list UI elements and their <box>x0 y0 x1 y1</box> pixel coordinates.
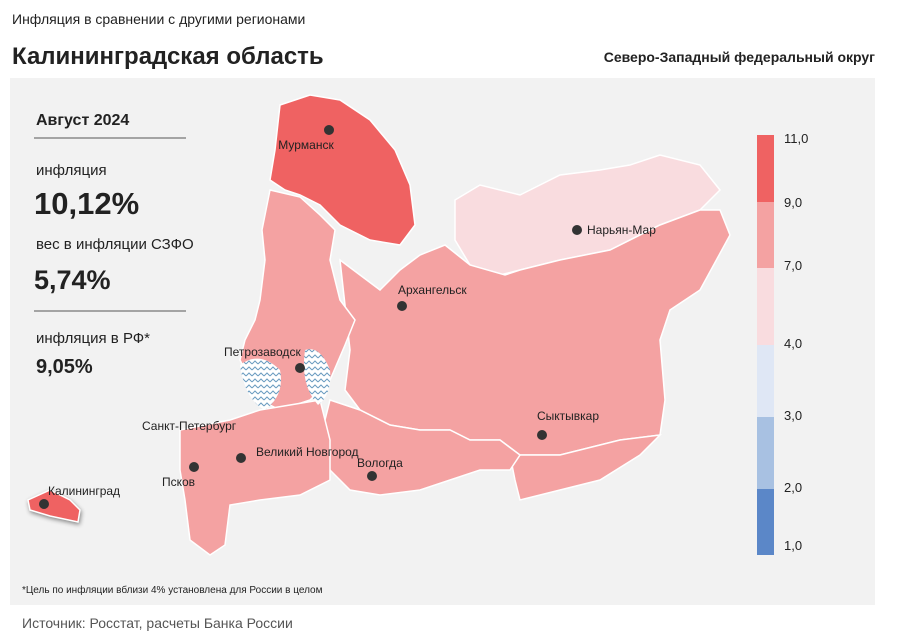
region <box>179 399 331 556</box>
city-label: Архангельск <box>398 283 467 297</box>
legend-swatch <box>757 489 774 555</box>
legend: 11,0 9,0 7,0 4,0 3,0 2,0 1,0 <box>757 131 808 555</box>
legend-swatch <box>757 135 774 202</box>
period: Август 2024 <box>36 112 129 129</box>
value: 10,12% <box>34 186 139 221</box>
city-dot <box>236 453 246 463</box>
source: Источник: Росстат, расчеты Банка России <box>22 615 293 631</box>
city-dot <box>397 301 407 311</box>
legend-label: 11,0 <box>784 131 808 146</box>
city-label: Псков <box>162 475 195 489</box>
legend-swatch <box>757 345 774 417</box>
legend-swatch <box>757 202 774 268</box>
label: инфляция <box>36 162 107 179</box>
legend-label: 3,0 <box>784 408 802 423</box>
footnote: *Цель по инфляции вблизи 4% установлена … <box>22 584 323 596</box>
city-dot <box>189 462 199 472</box>
info-panel: Август 2024 инфляция 10,12% вес в инфляц… <box>34 112 194 378</box>
legend-swatch <box>757 417 774 489</box>
legend-label: 2,0 <box>784 480 802 495</box>
region <box>27 489 81 523</box>
city-dot <box>367 471 377 481</box>
region <box>269 94 416 246</box>
title: Калининградская область <box>12 43 324 70</box>
city-dot <box>537 430 547 440</box>
city-label: Великий Новгород <box>256 445 359 459</box>
city-dot <box>295 363 305 373</box>
legend-label: 4,0 <box>784 336 802 351</box>
subtitle: Инфляция в сравнении с другими регионами <box>12 11 305 27</box>
city-label: Петрозаводск <box>224 345 301 359</box>
legend-label: 7,0 <box>784 258 802 273</box>
city-dot <box>324 125 334 135</box>
label: вес в инфляции СЗФО <box>36 236 194 253</box>
city-label: Сыктывкар <box>537 409 599 423</box>
legend-label: 1,0 <box>784 538 802 553</box>
city-dot <box>39 499 49 509</box>
region <box>509 433 663 501</box>
legend-label: 9,0 <box>784 195 802 210</box>
district: Северо-Западный федеральный округ <box>604 49 875 65</box>
label: инфляция в РФ* <box>36 330 150 347</box>
city-label: Вологда <box>357 456 403 470</box>
city-label: Калининград <box>48 484 120 498</box>
city-dot <box>572 225 582 235</box>
legend-swatch <box>757 268 774 345</box>
map <box>27 94 731 556</box>
city-label: Санкт-Петербург <box>142 419 237 433</box>
value: 5,74% <box>34 265 111 295</box>
value: 9,05% <box>36 356 93 378</box>
lake <box>303 349 331 405</box>
city-label: Нарьян-Мар <box>587 223 656 237</box>
lake <box>240 358 281 410</box>
region <box>319 399 522 496</box>
city-label: Мурманск <box>278 138 334 152</box>
cities: Мурманск Нарьян-Мар Архангельск Петрозав… <box>39 125 656 509</box>
